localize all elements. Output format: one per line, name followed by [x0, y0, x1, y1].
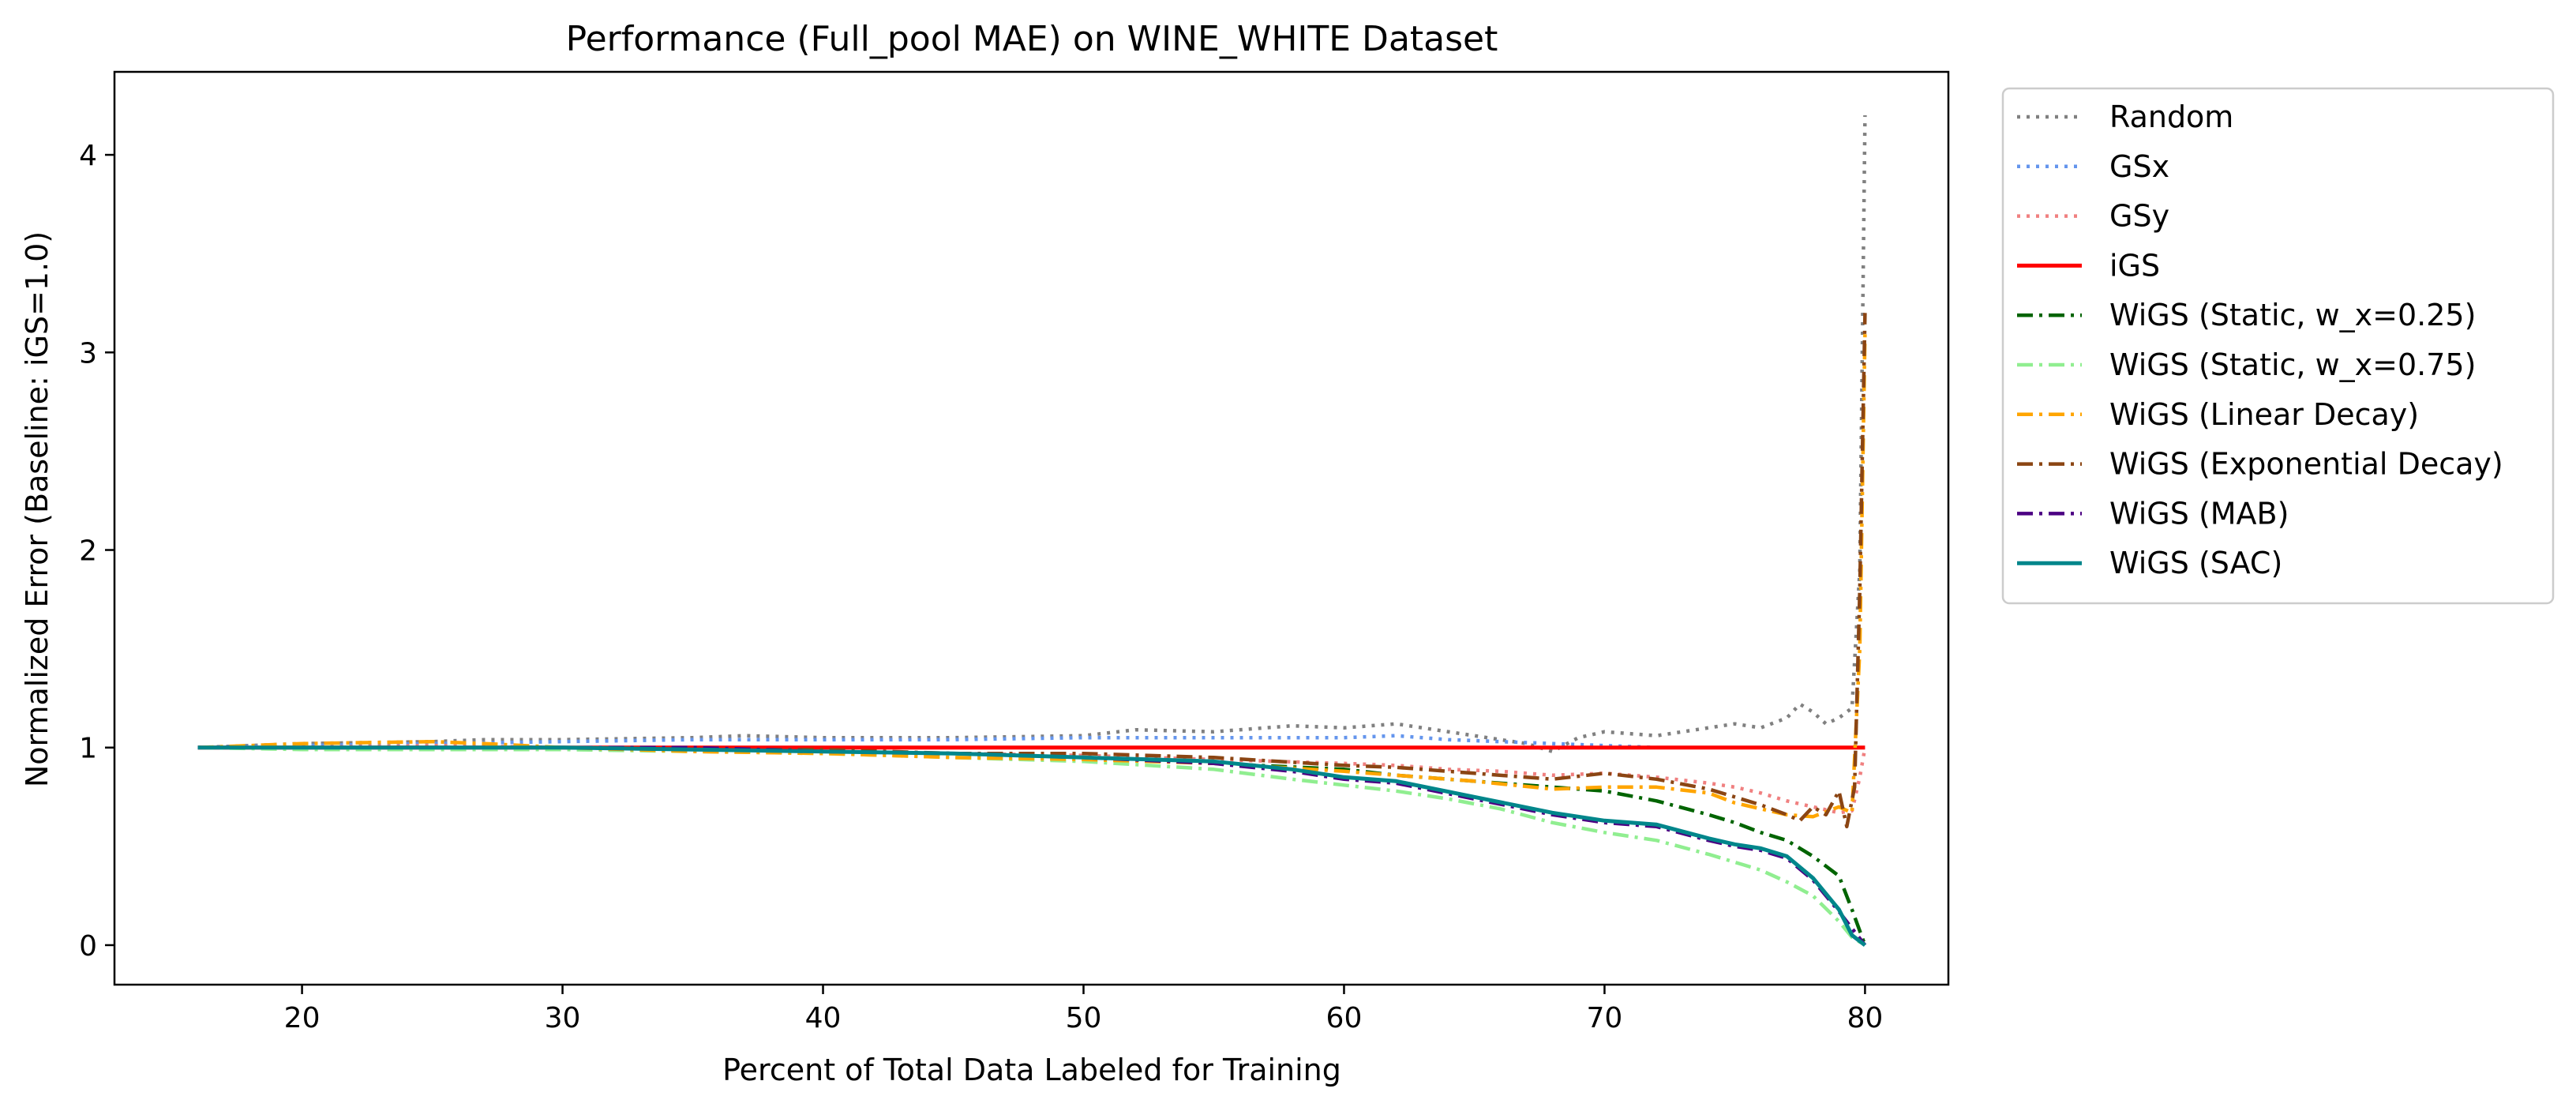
- legend: Random GSx GSy iGS WiGS (Static, w_x=0.25) Wi…: [2001, 87, 2555, 605]
- legend-label-wigs-static-w-x-0-25: WiGS (Static, w_x=0.25): [2109, 298, 2476, 332]
- y-axis-label: Normalized Error (Baseline: iGS=1.0): [20, 231, 54, 787]
- series-line-wigs-static-w-x-0-75: [197, 745, 1866, 947]
- x-tick-label: 60: [1326, 1002, 1363, 1034]
- y-tick-label: 2: [79, 535, 97, 568]
- x-tick-label: 20: [284, 1002, 321, 1034]
- legend-label-gsy: GSy: [2109, 199, 2169, 234]
- y-tick-label: 0: [79, 930, 97, 963]
- x-axis-label: Percent of Total Data Labeled for Traini…: [722, 1053, 1341, 1087]
- series-line-wigs-linear-decay: [197, 332, 1867, 819]
- legend-label-random: Random: [2109, 99, 2233, 134]
- axes-frame: [113, 70, 1950, 986]
- chart-title: Performance (Full_pool MAE) on WINE_WHIT…: [566, 19, 1498, 59]
- legend-label-wigs-mab: WiGS (MAB): [2109, 496, 2289, 531]
- x-tick-label: 30: [545, 1002, 581, 1034]
- x-tick-label: 50: [1066, 1002, 1102, 1034]
- series-line-wigs-sac: [197, 745, 1866, 947]
- x-tick-label: 70: [1587, 1002, 1623, 1034]
- plot-area: [197, 114, 1867, 947]
- y-tick-label: 4: [79, 140, 97, 172]
- legend-label-igs: iGS: [2109, 248, 2160, 283]
- legend-label-wigs-exponential-decay: WiGS (Exponential Decay): [2109, 447, 2503, 482]
- legend-label-gsx: GSx: [2109, 149, 2169, 184]
- x-tick-label: 40: [805, 1002, 842, 1034]
- legend-label-wigs-sac: WiGS (SAC): [2109, 546, 2282, 580]
- legend-label-wigs-static-w-x-0-75: WiGS (Static, w_x=0.75): [2109, 347, 2476, 382]
- legend-label-wigs-linear-decay: WiGS (Linear Decay): [2109, 397, 2419, 432]
- y-axis: 0 1 2 3 4: [79, 140, 114, 963]
- x-tick-label: 80: [1847, 1002, 1884, 1034]
- legend-frame: [2001, 87, 2555, 605]
- x-axis: 20 30 40 50 60 70 80: [284, 985, 1884, 1034]
- y-tick-label: 3: [79, 337, 97, 370]
- y-tick-label: 1: [79, 733, 97, 765]
